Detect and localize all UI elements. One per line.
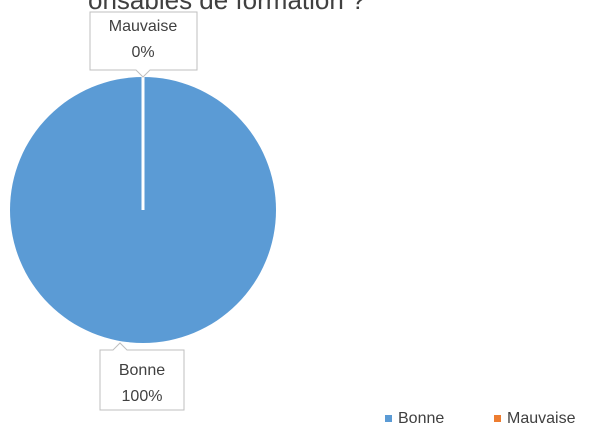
- data-label-value: 0%: [131, 44, 154, 61]
- chart-title: onsables de formation ?: [88, 0, 366, 15]
- label-callout: [99, 342, 185, 411]
- data-label-name: Bonne: [119, 362, 165, 379]
- legend-swatch: [494, 415, 501, 422]
- data-label-name: Mauvaise: [109, 18, 178, 35]
- data-label-value: 100%: [122, 388, 163, 405]
- legend-label: Bonne: [398, 410, 444, 427]
- legend-label: Mauvaise: [507, 410, 576, 427]
- legend-swatch: [385, 415, 392, 422]
- label-callout: [89, 11, 198, 78]
- pie: [10, 77, 276, 343]
